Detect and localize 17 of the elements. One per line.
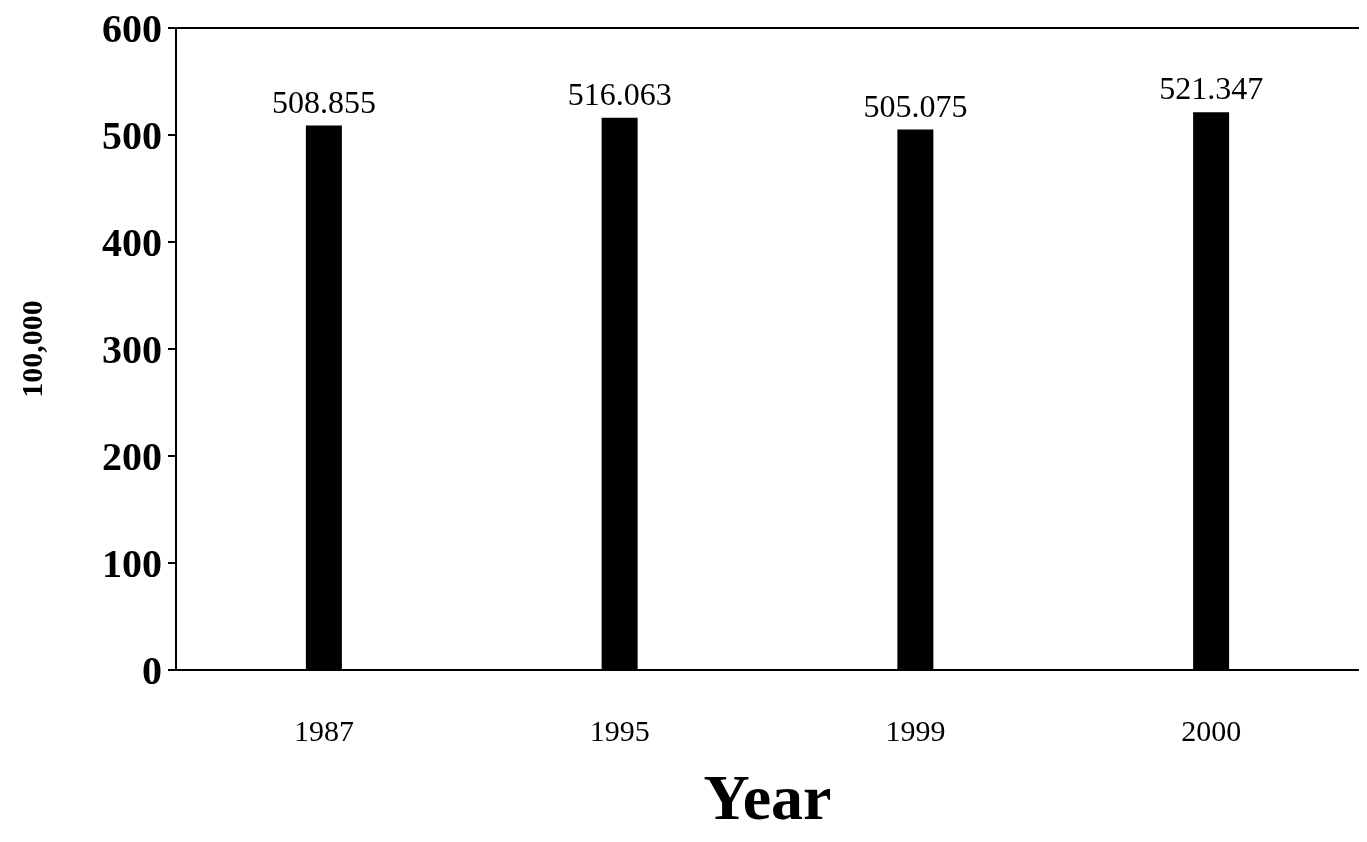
x-tick-label: 1987 bbox=[293, 713, 354, 747]
y-tick-label: 600 bbox=[102, 5, 162, 51]
y-tick-label: 0 bbox=[142, 647, 162, 693]
y-tick-label: 300 bbox=[102, 326, 162, 372]
data-label: 521.347 bbox=[1159, 70, 1264, 107]
y-axis-title: 100,000 bbox=[14, 300, 48, 398]
x-tick-label: 1999 bbox=[885, 713, 946, 747]
x-axis-title: Year bbox=[703, 761, 832, 833]
data-label: 516.063 bbox=[567, 75, 672, 112]
y-tick-label: 200 bbox=[102, 433, 162, 479]
x-tick-label: 1995 bbox=[589, 713, 650, 747]
data-label: 508.855 bbox=[271, 83, 376, 120]
x-tick-label: 2000 bbox=[1181, 713, 1242, 747]
y-tick-label: 100 bbox=[102, 540, 162, 586]
data-label: 505.075 bbox=[863, 87, 968, 124]
y-tick-label: 500 bbox=[102, 112, 162, 158]
y-tick-label: 400 bbox=[102, 219, 162, 265]
